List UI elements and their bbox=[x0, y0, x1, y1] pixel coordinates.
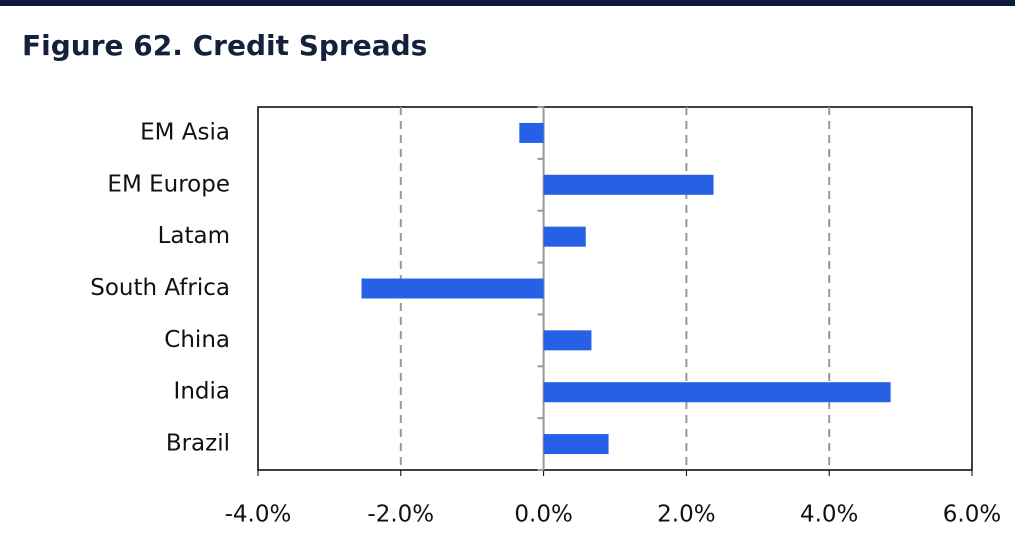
bar bbox=[543, 382, 891, 403]
x-tick-label: -4.0% bbox=[225, 502, 292, 528]
x-tick-label: 6.0% bbox=[943, 502, 1001, 528]
plot-frame bbox=[257, 106, 973, 471]
bar bbox=[543, 434, 609, 455]
bar bbox=[543, 174, 714, 195]
y-tick-label: EM Asia bbox=[140, 119, 230, 145]
y-tick-label: EM Europe bbox=[107, 171, 230, 197]
x-tick-label: 2.0% bbox=[657, 502, 715, 528]
bar bbox=[361, 278, 544, 299]
bar bbox=[543, 226, 586, 247]
y-tick-label: China bbox=[164, 327, 230, 353]
y-tick-label: South Africa bbox=[90, 275, 230, 301]
y-tick-label: Brazil bbox=[166, 431, 230, 457]
bar bbox=[543, 330, 592, 351]
bar bbox=[519, 122, 544, 143]
x-tick-label: 4.0% bbox=[800, 502, 858, 528]
y-tick-label: Latam bbox=[158, 223, 230, 249]
x-tick-label: 0.0% bbox=[514, 502, 572, 528]
top-band bbox=[0, 0, 1015, 6]
x-tick-label: -2.0% bbox=[367, 502, 434, 528]
y-tick-label: India bbox=[174, 379, 230, 405]
chart-title: Figure 62. Credit Spreads bbox=[22, 29, 427, 62]
